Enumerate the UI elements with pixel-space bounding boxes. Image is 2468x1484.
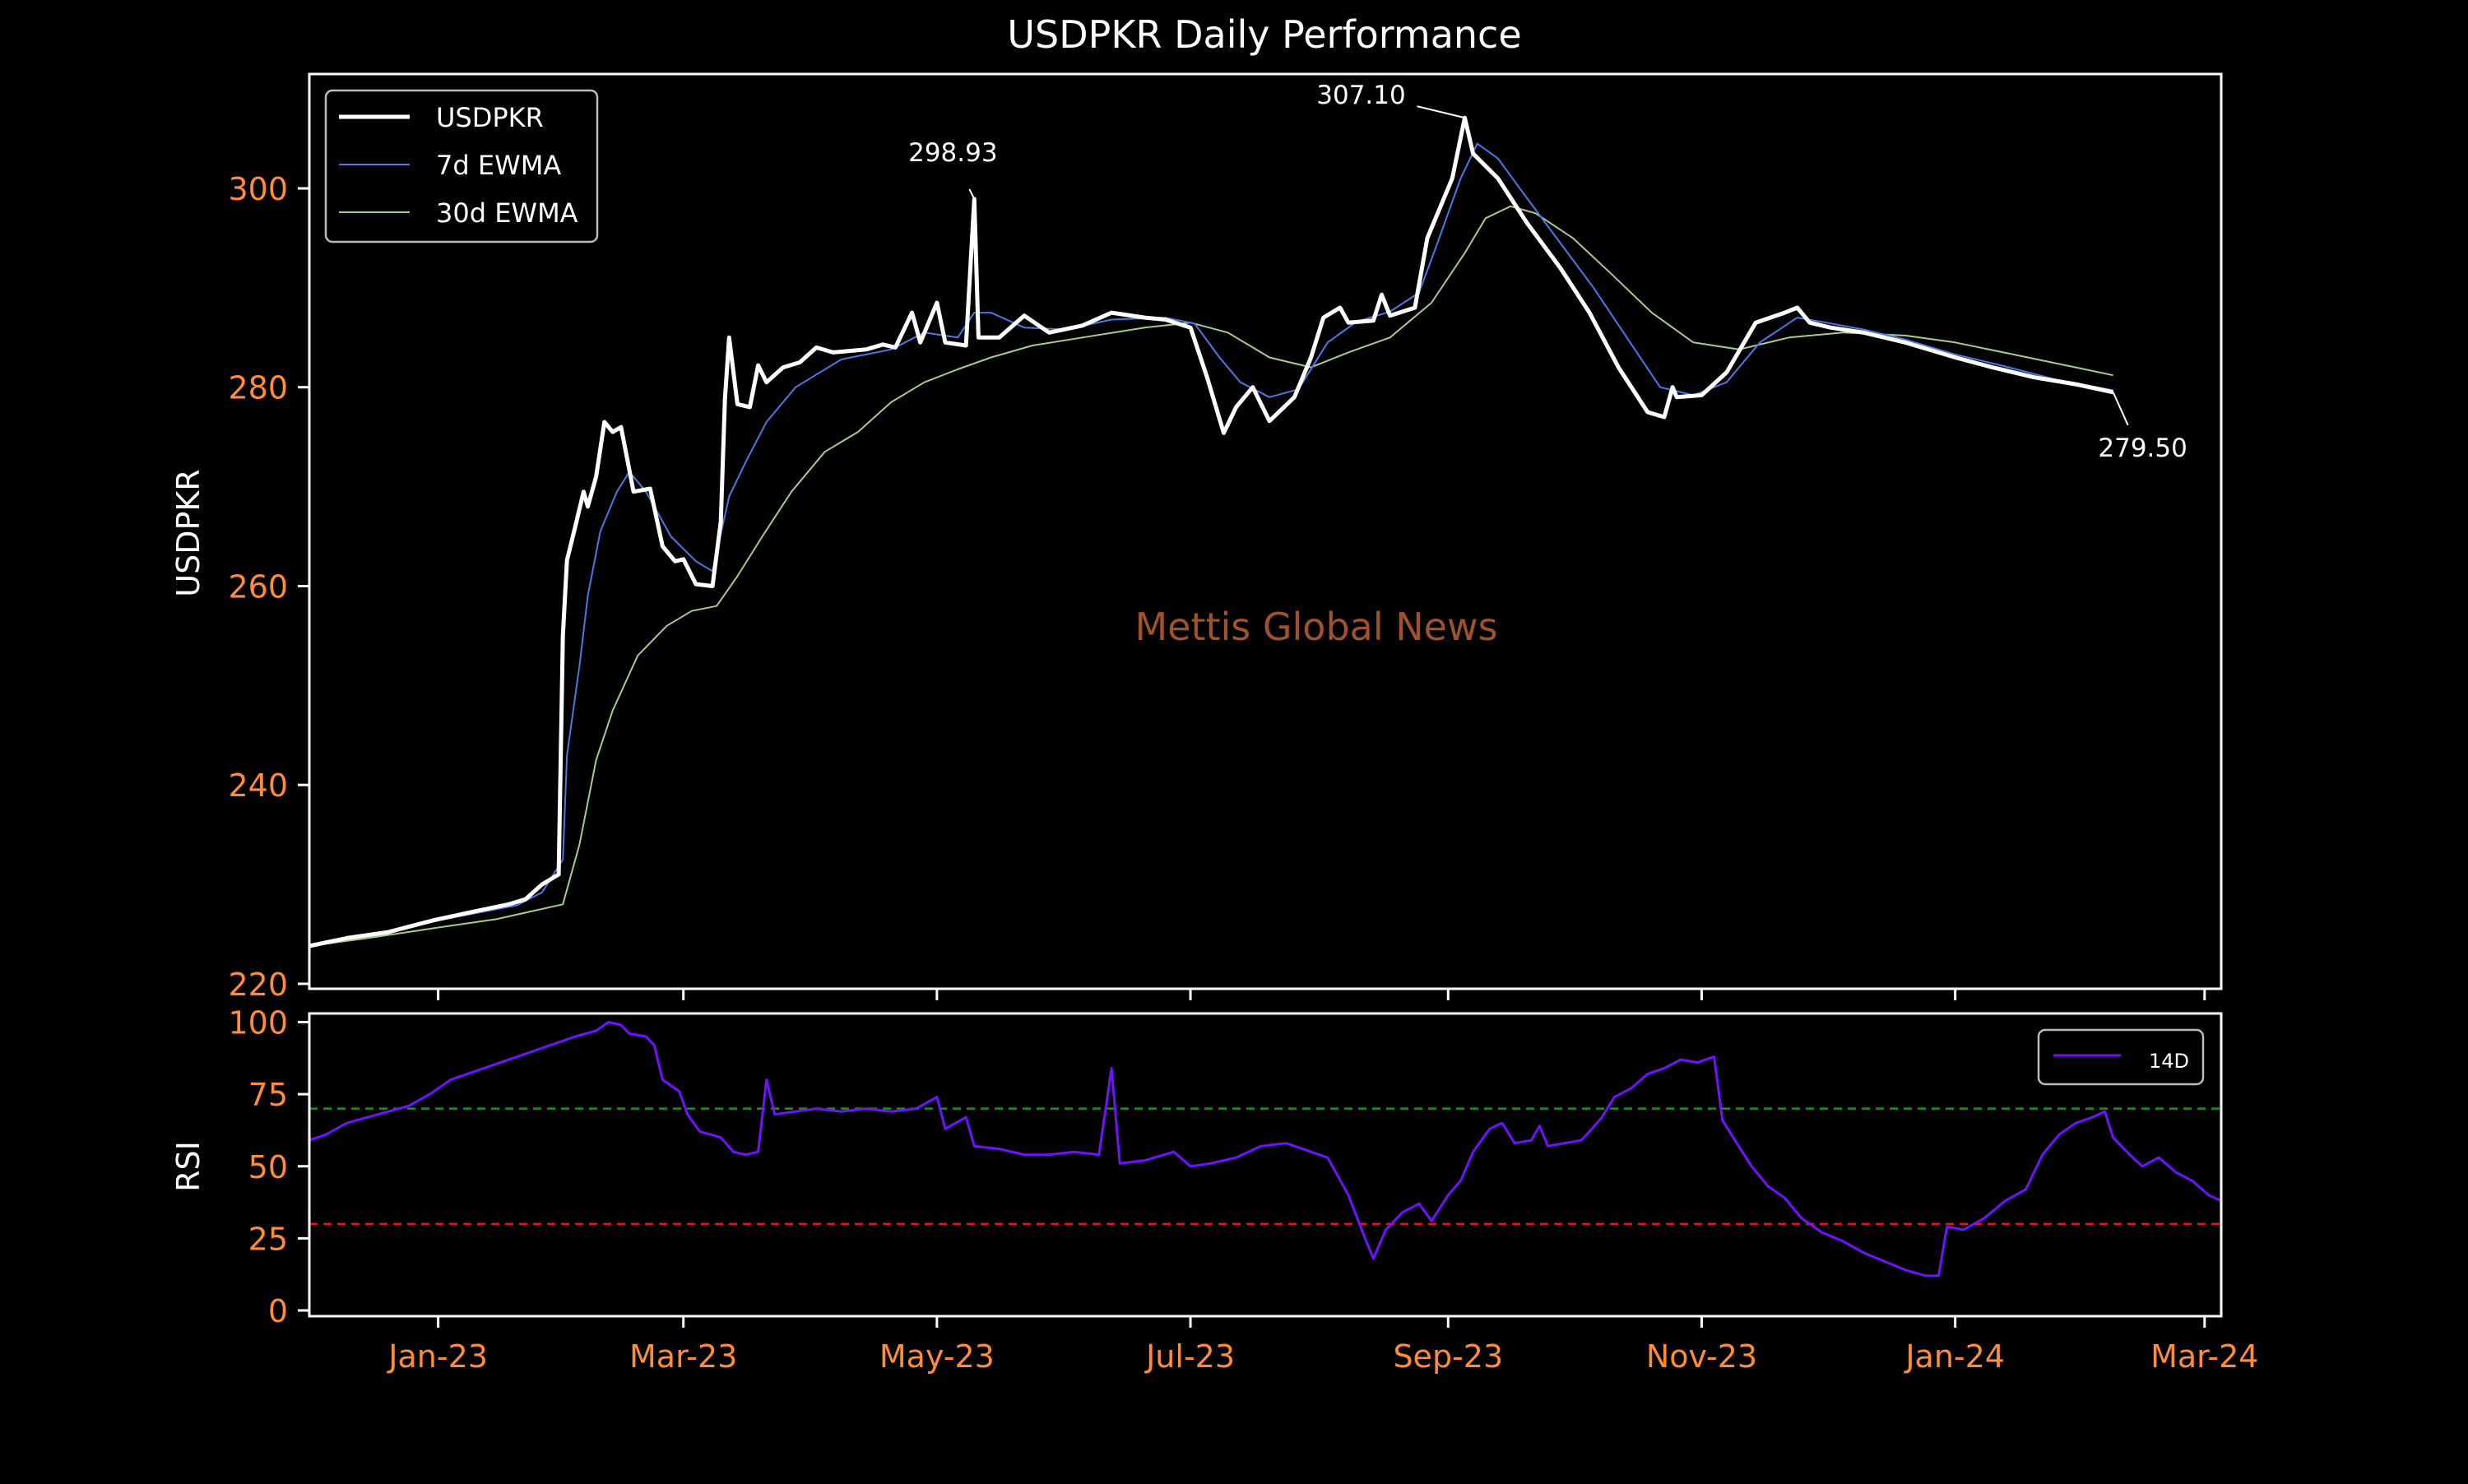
legend-label-ewma7: 7d EWMA [436,150,561,181]
rsi-y-tick-label-100: 100 [228,1005,288,1041]
rsi-y-tick-label-50: 50 [248,1149,288,1185]
annotation-leader-307-10 [1417,105,1465,119]
main-legend-box [324,89,599,243]
watermark: Mettis Global News [1134,605,1497,649]
annotation-leader-279-50 [2112,392,2129,426]
x-tick-label-jan-23: Jan-23 [387,1338,488,1375]
rsi-plot-frame [308,1012,2223,1318]
rsi-y-tick-label-25: 25 [248,1221,288,1257]
x-tick-label-sep-23: Sep-23 [1393,1338,1503,1375]
x-tick-label-jul-23: Jul-23 [1144,1338,1235,1375]
rsi-axes-layer: 0 25 50 75 100 Jan-23 Mar-23 May-23 Jul-23 Sep-23… [228,1005,2258,1375]
rsi-legend-box [2037,1028,2205,1086]
annotation-label-279-50: 279.50 [2098,434,2187,463]
main-y-tick-label-220: 220 [228,967,288,1003]
annotation-label-307-10: 307.10 [1316,81,1405,110]
series-line-rsi-14d [308,1021,2222,1278]
main-y-tick-label-280: 280 [228,370,288,406]
rsi-legend: 14D [2037,1028,2205,1086]
legend-label-usdpkr: USDPKR [436,102,544,133]
x-tick-label-mar-24: Mar-24 [2150,1338,2258,1375]
main-plot-frame [308,72,2223,990]
rsi-y-tick-label-75: 75 [248,1077,288,1113]
x-tick-label-may-23: May-23 [879,1338,995,1375]
x-tick-label-nov-23: Nov-23 [1646,1338,1757,1375]
price-annotations: 298.93 307.10 279.50 [908,81,2187,463]
rsi-y-tick-label-0: 0 [268,1293,288,1329]
chart-title: USDPKR Daily Performance [1007,12,1521,57]
main-legend: USDPKR 7d EWMA 30d EWMA [324,89,599,243]
legend-label-rsi: 14D [2149,1050,2189,1073]
main-y-tick-label-260: 260 [228,568,288,605]
rsi-y-axis-label: RSI [170,1141,206,1192]
legend-label-ewma30: 30d EWMA [436,197,578,229]
main-series-layer [308,115,2114,948]
annotation-label-298-93: 298.93 [908,138,997,168]
annotation-leader-298-93 [968,188,976,200]
main-y-tick-label-240: 240 [228,768,288,804]
series-line-30d-ewma [308,205,2113,947]
series-line-usdpkr [308,115,2114,948]
rsi-series-layer [308,1021,2222,1278]
x-tick-label-mar-23: Mar-23 [629,1338,737,1375]
x-tick-label-jan-24: Jan-24 [1904,1338,2005,1375]
main-axes-layer: 220 240 260 280 300 [228,171,2206,1003]
main-y-tick-label-300: 300 [228,171,288,207]
main-y-axis-label: USDPKR [170,469,206,596]
